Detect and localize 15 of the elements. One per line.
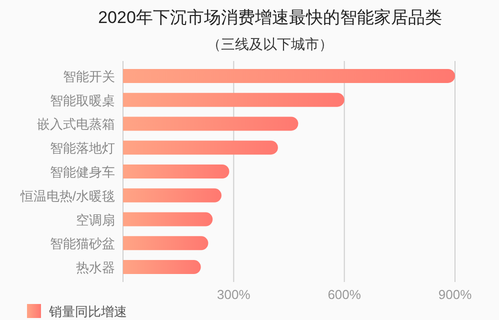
x-tick-label: 300% [217, 287, 251, 302]
y-tick-label: 嵌入式电蒸箱 [37, 116, 115, 132]
chart-title: 2020年下沉市场消费增速最快的智能家居品类 [98, 8, 442, 27]
x-tick-label: 900% [438, 287, 472, 302]
x-tick-label: 600% [328, 287, 362, 302]
y-tick-label: 智能取暖桌 [50, 92, 115, 108]
y-tick-label: 智能落地灯 [50, 140, 115, 156]
y-tick-label: 热水器 [76, 260, 115, 276]
y-tick-label: 智能健身车 [50, 164, 115, 180]
legend-label: 销量同比增速 [48, 304, 127, 319]
y-tick-label: 智能猫砂盆 [50, 236, 115, 252]
chart-subtitle: （三线及以下城市） [207, 36, 333, 52]
y-tick-label: 智能开关 [63, 68, 115, 84]
y-tick-label: 恒温电热/水暖毯 [19, 188, 115, 204]
y-tick-label: 空调扇 [76, 212, 115, 228]
